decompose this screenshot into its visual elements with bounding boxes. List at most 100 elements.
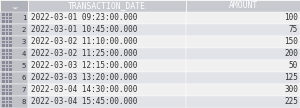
Bar <box>2 97 4 100</box>
Text: 7: 7 <box>22 87 26 93</box>
Bar <box>9 85 12 88</box>
Bar <box>6 77 8 79</box>
Bar <box>9 77 12 79</box>
Bar <box>6 104 8 107</box>
Bar <box>9 92 12 95</box>
Bar <box>0 60 28 72</box>
Bar <box>6 20 8 23</box>
Bar <box>28 96 186 108</box>
Bar <box>6 49 8 52</box>
Bar <box>2 49 4 52</box>
Text: 150: 150 <box>284 37 298 47</box>
Bar <box>6 41 8 43</box>
Bar <box>2 37 4 40</box>
Text: 2022-03-02 11:10:00.000: 2022-03-02 11:10:00.000 <box>31 37 137 47</box>
Text: 2022-03-04 15:45:00.000: 2022-03-04 15:45:00.000 <box>31 98 137 106</box>
Bar <box>9 32 12 35</box>
Bar <box>186 96 300 108</box>
Bar <box>9 101 12 103</box>
Bar <box>9 89 12 91</box>
Bar <box>2 85 4 88</box>
Bar <box>6 25 8 28</box>
Bar <box>6 89 8 91</box>
Bar <box>2 13 4 16</box>
Bar <box>0 48 28 60</box>
Bar <box>9 41 12 43</box>
Bar <box>186 84 300 96</box>
Bar <box>6 32 8 35</box>
Bar <box>6 85 8 88</box>
Text: 3: 3 <box>22 39 26 45</box>
Bar <box>28 60 186 72</box>
Text: 2022-03-01 10:45:00.000: 2022-03-01 10:45:00.000 <box>31 25 137 34</box>
Bar <box>0 36 28 48</box>
Text: AMOUNT: AMOUNT <box>228 2 258 10</box>
Text: 50: 50 <box>289 61 298 71</box>
Bar <box>6 17 8 19</box>
Text: 2022-03-04 14:30:00.000: 2022-03-04 14:30:00.000 <box>31 86 137 94</box>
Bar <box>2 56 4 59</box>
Bar <box>28 48 186 60</box>
Bar <box>9 44 12 47</box>
Bar <box>6 92 8 95</box>
Bar <box>2 80 4 83</box>
Bar <box>9 104 12 107</box>
Text: TRANSACTION_DATE: TRANSACTION_DATE <box>68 2 146 10</box>
Bar <box>186 12 300 24</box>
Text: 2022-03-02 11:25:00.000: 2022-03-02 11:25:00.000 <box>31 49 137 59</box>
Text: 4: 4 <box>22 51 26 57</box>
Bar <box>186 48 300 60</box>
Bar <box>186 72 300 84</box>
Bar <box>9 68 12 71</box>
Text: 200: 200 <box>284 49 298 59</box>
Bar <box>6 101 8 103</box>
Bar <box>28 24 186 36</box>
Bar <box>6 97 8 100</box>
Bar <box>0 84 28 96</box>
Text: 6: 6 <box>22 75 26 81</box>
Bar <box>9 80 12 83</box>
Bar <box>28 36 186 48</box>
Bar <box>9 61 12 64</box>
Bar <box>9 53 12 55</box>
Bar <box>6 68 8 71</box>
Polygon shape <box>12 7 19 9</box>
Bar <box>6 44 8 47</box>
Bar <box>186 0 300 12</box>
Bar <box>6 53 8 55</box>
Text: 75: 75 <box>289 25 298 34</box>
Bar <box>2 65 4 67</box>
Bar <box>2 44 4 47</box>
Text: 8: 8 <box>22 99 26 105</box>
Bar <box>6 37 8 40</box>
Bar <box>6 13 8 16</box>
Bar <box>9 37 12 40</box>
Bar <box>28 0 186 12</box>
Bar <box>0 12 28 24</box>
Text: 2022-03-03 13:20:00.000: 2022-03-03 13:20:00.000 <box>31 74 137 83</box>
Bar <box>28 84 186 96</box>
Bar <box>186 60 300 72</box>
Text: 5: 5 <box>22 63 26 69</box>
Text: 300: 300 <box>284 86 298 94</box>
Bar <box>186 36 300 48</box>
Bar <box>6 56 8 59</box>
Bar <box>9 49 12 52</box>
Bar <box>0 0 28 12</box>
Text: 2022-03-01 09:23:00.000: 2022-03-01 09:23:00.000 <box>31 14 137 22</box>
Bar <box>0 96 28 108</box>
Bar <box>28 72 186 84</box>
Bar <box>9 17 12 19</box>
Bar <box>9 20 12 23</box>
Bar <box>2 92 4 95</box>
Bar <box>9 97 12 100</box>
Bar <box>2 17 4 19</box>
Bar <box>2 20 4 23</box>
Bar <box>0 24 28 36</box>
Text: 1: 1 <box>22 15 26 21</box>
Text: 125: 125 <box>284 74 298 83</box>
Bar <box>2 73 4 76</box>
Bar <box>9 73 12 76</box>
Bar <box>0 72 28 84</box>
Bar <box>28 12 186 24</box>
